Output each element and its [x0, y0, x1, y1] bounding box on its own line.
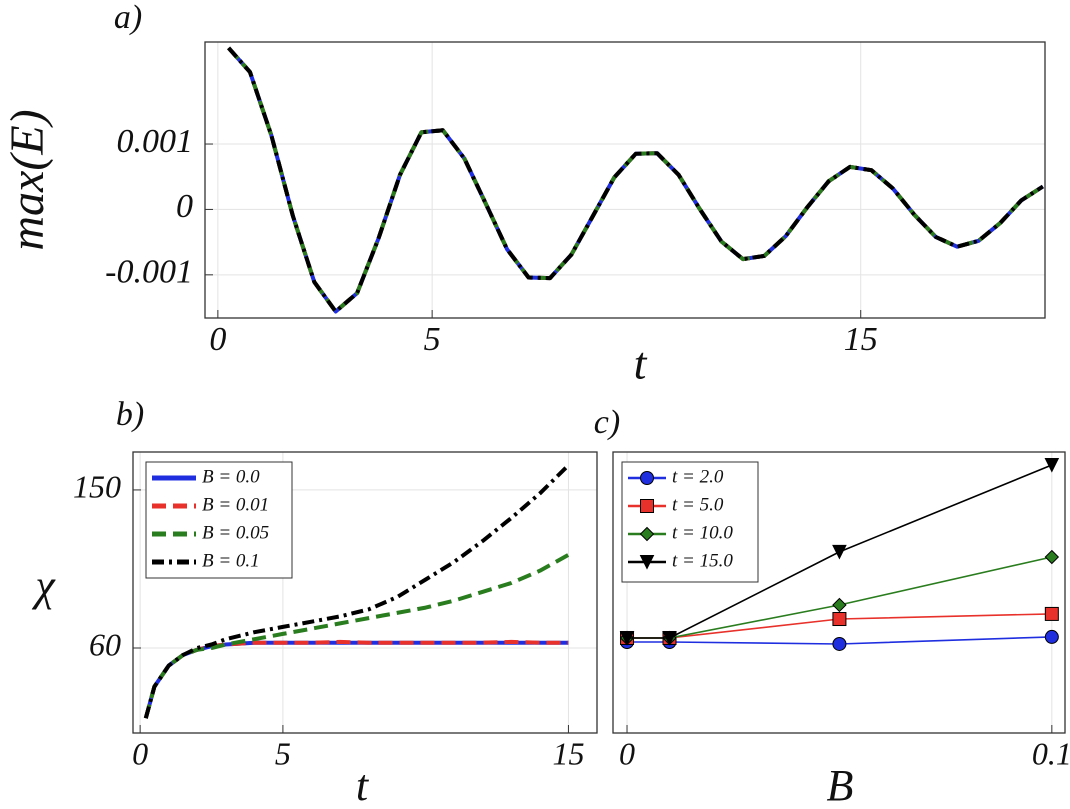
legend-label: t = 5.0	[672, 494, 724, 515]
marker	[1044, 549, 1060, 565]
legend-label: t = 10.0	[672, 522, 733, 543]
series-line	[143, 463, 570, 719]
legend-label: B = 0.0	[202, 466, 260, 487]
marker	[1044, 629, 1059, 644]
y-tick-label: 0	[176, 188, 193, 225]
x-tick-label: 0	[132, 735, 148, 771]
series-line	[627, 636, 1052, 645]
marker	[832, 636, 847, 651]
legend-label: B = 0.01	[202, 494, 269, 515]
x-tick-label: 15	[844, 321, 878, 358]
marker	[639, 555, 655, 570]
y-tick-label: -0.001	[105, 254, 193, 291]
legend-label: t = 15.0	[672, 550, 733, 571]
y-axis-label: max(E)	[1, 109, 54, 250]
marker	[832, 612, 847, 627]
series-line	[227, 46, 1044, 314]
marker	[619, 630, 635, 646]
panel-label: a)	[114, 0, 142, 36]
x-axis-label: t	[356, 761, 370, 809]
marker	[832, 597, 847, 613]
y-axis-label: χ	[31, 561, 56, 610]
marker	[832, 544, 847, 560]
panel-label: b)	[116, 396, 144, 433]
x-tick-label: 5	[424, 321, 441, 358]
series-line	[627, 464, 1053, 639]
plot-frame	[132, 451, 598, 734]
plot-area	[205, 42, 1045, 318]
x-tick-label: 0.1	[1032, 735, 1070, 771]
marker	[640, 471, 654, 485]
x-tick-label: 15	[552, 735, 584, 771]
legend-label: t = 2.0	[672, 466, 724, 487]
marker	[640, 499, 654, 513]
marker	[639, 526, 655, 542]
x-axis-label: B	[827, 761, 854, 809]
x-tick-label: 0	[209, 321, 226, 358]
marker	[1044, 457, 1060, 473]
plot-frame	[204, 41, 1046, 319]
y-tick-label: 150	[73, 468, 121, 504]
legend-label: B = 0.1	[202, 550, 260, 571]
legend-box	[145, 461, 293, 579]
legend-label: B = 0.05	[202, 522, 269, 543]
x-axis-label: t	[634, 338, 648, 389]
plot-frame	[612, 451, 1066, 734]
panel-label: c)	[594, 404, 620, 441]
marker	[1044, 606, 1059, 621]
x-tick-label: 0	[619, 735, 635, 771]
marker	[662, 630, 677, 646]
y-tick-label: 0.001	[117, 123, 194, 160]
y-tick-label: 60	[89, 626, 121, 662]
x-tick-label: 5	[275, 735, 291, 771]
